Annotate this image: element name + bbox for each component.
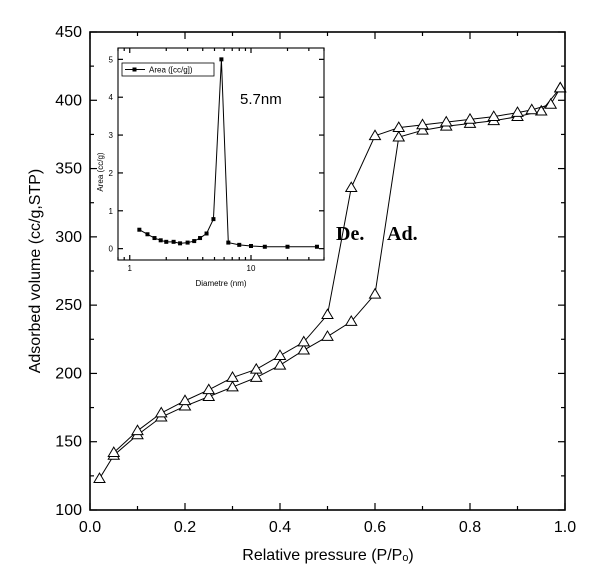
pore-size-point: [171, 239, 176, 244]
inset-background: [118, 48, 324, 260]
annotation-adsorption: Ad.: [387, 223, 418, 245]
isotherm-point: [321, 330, 334, 341]
isotherm-point: [344, 181, 358, 193]
pore-size-point: [262, 244, 267, 249]
pore-size-point: [152, 236, 157, 241]
isotherm-point: [344, 315, 358, 326]
isotherm-point: [511, 106, 524, 117]
pore-size-point: [185, 240, 190, 245]
isotherm-point: [154, 406, 168, 418]
main-y-tick-label: 350: [55, 161, 82, 178]
inset-y-tick-label: 4: [109, 93, 114, 102]
isotherm-point: [368, 129, 382, 141]
inset-legend-label: Area ([cc/g]): [149, 66, 193, 75]
main-y-tick-labels: 100 150 200 250 300 350 400 450: [55, 24, 82, 519]
main-x-tick-label: 0.8: [459, 519, 481, 536]
isotherm-point: [487, 110, 501, 122]
isotherm-point: [534, 104, 548, 116]
isotherm-point: [226, 380, 239, 392]
annotation-peak-diameter: 5.7nm: [240, 91, 282, 108]
pore-size-point: [204, 231, 209, 236]
isotherm-point: [131, 424, 144, 436]
pore-size-point: [211, 217, 216, 222]
isotherm-point: [392, 121, 406, 132]
main-y-tick-label: 250: [55, 297, 82, 314]
pore-size-point: [219, 57, 224, 62]
inset-legend-marker: [132, 67, 137, 72]
main-x-axis-label: Relative pressure (P/Pₒ): [242, 547, 413, 564]
isotherm-point: [544, 97, 558, 109]
inset-y-tick-label: 2: [109, 169, 114, 178]
main-y-tick-label: 100: [55, 502, 82, 519]
main-y-tick-label: 400: [55, 92, 82, 109]
main-x-tick-label: 0.0: [79, 519, 101, 536]
main-y-tick-label: 300: [55, 229, 82, 246]
inset-y-axis-label: Area (cc/g): [96, 152, 105, 191]
isotherm-point: [178, 394, 192, 406]
isotherm-point: [439, 115, 453, 127]
main-x-tick-labels: 0.0 0.2 0.4 0.6 0.8 1.0: [79, 519, 576, 536]
main-plot-frame: [89, 31, 566, 511]
main-y-axis-label: Adsorbed volume (cc/g,STP): [27, 169, 44, 374]
isotherm-point: [553, 81, 567, 93]
isotherm-point: [93, 472, 106, 483]
isotherm-point: [107, 446, 121, 457]
pore-size-point: [178, 241, 183, 246]
isotherm-point: [202, 390, 216, 401]
isotherm-point: [178, 399, 192, 411]
isotherm-point: [416, 118, 429, 130]
isotherm-point: [416, 123, 429, 135]
isotherm-point: [525, 103, 539, 115]
main-y-tick-label: 450: [55, 24, 82, 41]
isotherm-point: [273, 349, 287, 361]
inset-y-tick-label: 3: [109, 131, 114, 140]
isotherm-point: [273, 358, 287, 370]
inset-x-tick-labels: 1 10: [128, 264, 256, 273]
pore-size-point: [249, 243, 254, 248]
isotherm-point: [226, 371, 239, 382]
inset-x-tick-label: 10: [247, 264, 256, 273]
pore-size-point: [285, 244, 290, 249]
pore-size-point: [145, 232, 150, 237]
isotherm-point: [202, 383, 216, 395]
pore-size-point: [237, 242, 242, 247]
isotherm-point: [368, 287, 382, 299]
pore-size-point: [192, 239, 197, 244]
inset-legend: Area ([cc/g]): [121, 62, 215, 77]
annotation-desorption: De.: [336, 223, 364, 245]
isotherm-point: [392, 130, 406, 142]
inset-plot-frame: [117, 47, 325, 261]
main-plot-series: [93, 81, 567, 483]
inset-y-tick-label: 1: [109, 207, 114, 216]
inset-legend-box: [121, 62, 215, 77]
pore-size-point: [198, 236, 203, 241]
pore-size-point: [314, 244, 319, 249]
isotherm-point: [321, 308, 334, 320]
main-x-tick-label: 0.2: [174, 519, 196, 536]
inset-y-tick-labels: 0 1 2 3 4 5: [109, 55, 114, 253]
pore-size-point: [164, 239, 169, 244]
main-x-tick-label: 0.6: [364, 519, 386, 536]
inset-x-axis-label: Diametre (nm): [195, 279, 246, 288]
main-y-tick-label: 150: [55, 434, 82, 451]
inset-x-tick-label: 1: [128, 264, 133, 273]
pore-size-point: [137, 227, 142, 232]
pore-size-point: [158, 238, 163, 243]
main-x-tick-label: 1.0: [554, 519, 576, 536]
inset-plot-series: [137, 57, 319, 249]
isotherm-point: [249, 362, 263, 374]
inset-y-tick-label: 0: [109, 245, 114, 254]
isotherm-point: [463, 112, 477, 124]
main-x-tick-label: 0.4: [269, 519, 291, 536]
inset-y-tick-label: 5: [109, 55, 114, 64]
isotherm-point: [249, 371, 263, 382]
isotherm-point: [297, 335, 311, 347]
isotherm-point: [297, 343, 311, 355]
pore-size-point: [226, 240, 231, 245]
main-y-tick-label: 200: [55, 365, 82, 382]
